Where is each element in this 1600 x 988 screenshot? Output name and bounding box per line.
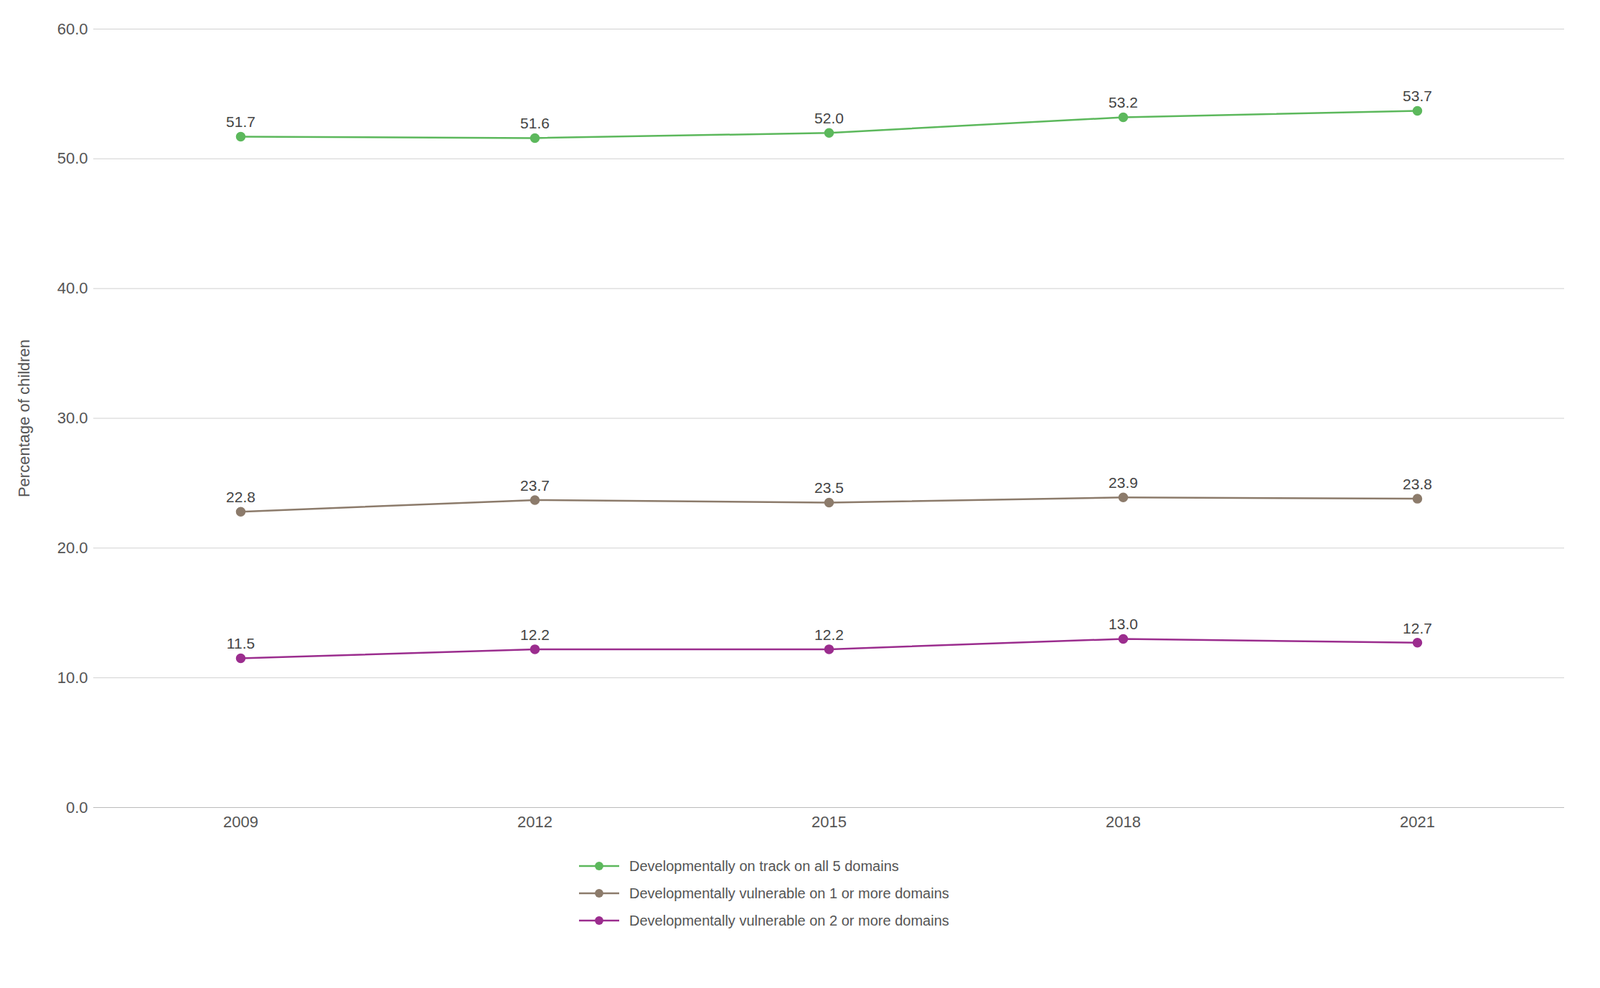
svg-text:51.7: 51.7 — [226, 113, 256, 130]
svg-text:12.2: 12.2 — [520, 626, 550, 643]
svg-text:13.0: 13.0 — [1108, 615, 1138, 633]
svg-text:23.7: 23.7 — [520, 477, 550, 494]
html-text:Developmentally vulnerable on: Developmentally vulnerable on 1 or more … — [629, 885, 950, 901]
svg-text:2015: 2015 — [811, 812, 847, 831]
svg-text:2021: 2021 — [1399, 812, 1435, 831]
svg-text:40.0: 40.0 — [57, 279, 89, 298]
svg-text:23.8: 23.8 — [1402, 475, 1433, 493]
svg-text:23.5: 23.5 — [814, 479, 844, 496]
svg-text:50.0: 50.0 — [57, 149, 89, 168]
svg-text:2018: 2018 — [1105, 812, 1141, 831]
svg-text:23.9: 23.9 — [1108, 474, 1138, 491]
svg-text:60.0: 60.0 — [57, 20, 89, 39]
html-text:Developmentally on track on al: Developmentally on track on all 5 domain… — [629, 857, 899, 874]
svg-text:Percentage of children: Percentage of children — [15, 339, 34, 498]
svg-text:53.2: 53.2 — [1108, 93, 1138, 111]
svg-text:53.7: 53.7 — [1402, 87, 1433, 105]
svg-text:10.0: 10.0 — [57, 668, 89, 687]
svg-text:2012: 2012 — [517, 812, 553, 831]
svg-text:22.8: 22.8 — [226, 488, 256, 506]
svg-text:30.0: 30.0 — [57, 408, 89, 427]
svg-text:20.0: 20.0 — [57, 538, 89, 557]
svg-text:11.5: 11.5 — [226, 634, 255, 652]
svg-text:52.0: 52.0 — [814, 109, 844, 127]
svg-text:0.0: 0.0 — [66, 798, 89, 817]
svg-text:51.6: 51.6 — [520, 114, 550, 132]
html-text:Developmentally vulnerable on: Developmentally vulnerable on 2 or more … — [629, 912, 950, 929]
svg-text:12.7: 12.7 — [1402, 619, 1433, 637]
svg-text:12.2: 12.2 — [814, 626, 844, 643]
svg-text:2009: 2009 — [223, 812, 259, 831]
